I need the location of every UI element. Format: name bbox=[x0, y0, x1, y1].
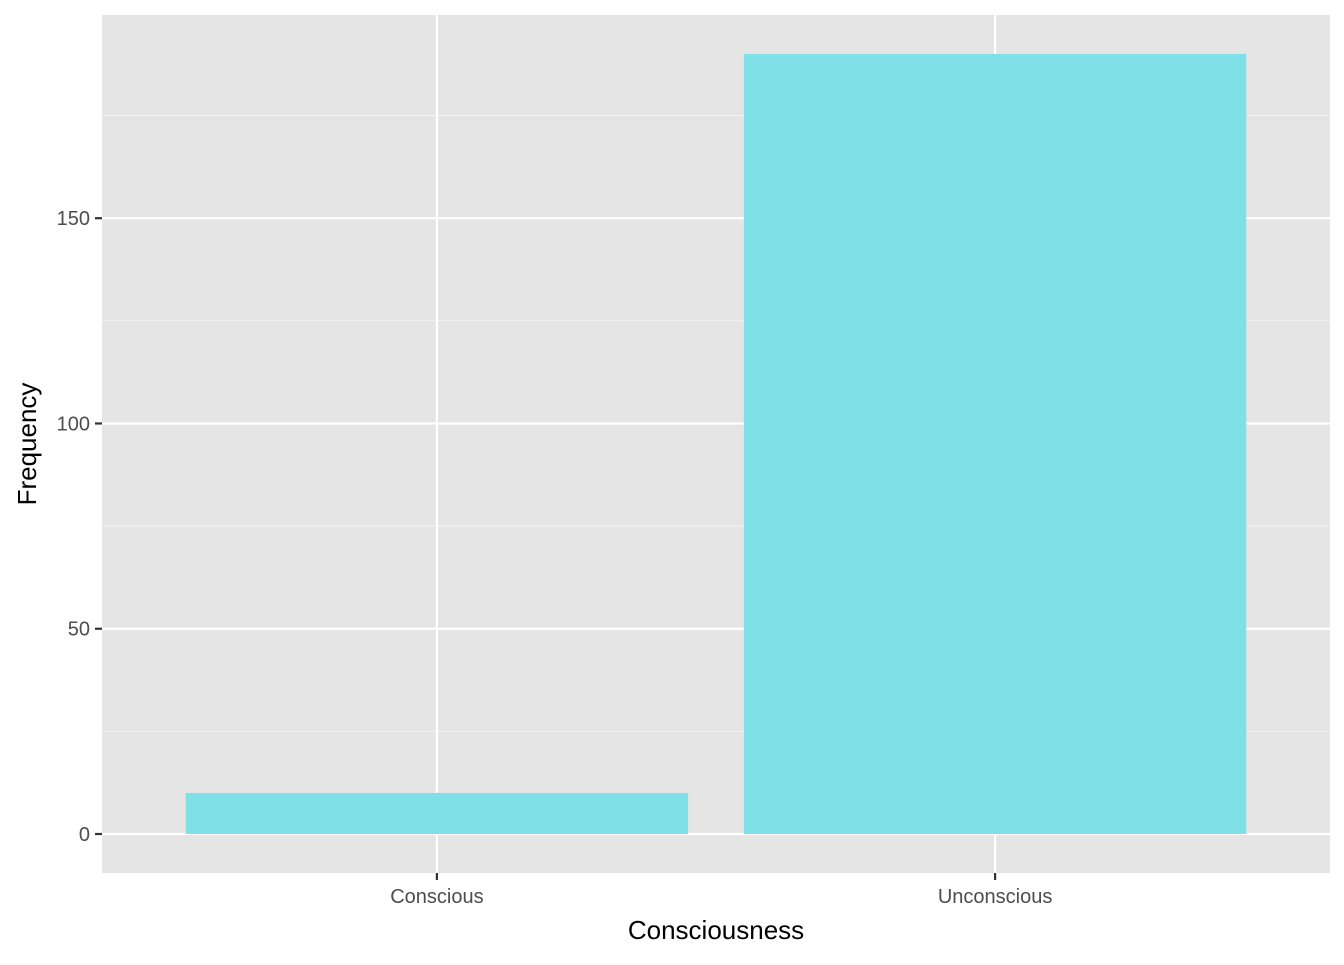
y-tick-label: 50 bbox=[68, 619, 90, 641]
bar-conscious bbox=[185, 792, 689, 834]
x-tick-label: Unconscious bbox=[938, 886, 1053, 908]
y-axis: 0 50 100 150 bbox=[57, 208, 102, 846]
x-tick-label: Conscious bbox=[390, 886, 483, 908]
bars-group bbox=[185, 54, 1247, 834]
x-axis-title: Consciousness bbox=[628, 915, 804, 945]
y-tick-label: 150 bbox=[57, 208, 90, 230]
bar-unconscious bbox=[743, 54, 1247, 834]
x-axis: Conscious Unconscious bbox=[390, 873, 1052, 908]
y-axis-title: Frequency bbox=[12, 383, 42, 506]
y-tick-label: 0 bbox=[79, 824, 90, 846]
y-tick-label: 100 bbox=[57, 413, 90, 435]
